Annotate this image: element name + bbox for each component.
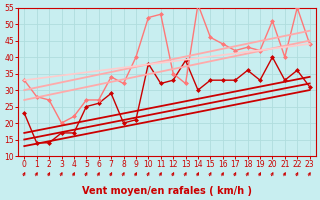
X-axis label: Vent moyen/en rafales ( km/h ): Vent moyen/en rafales ( km/h )	[82, 186, 252, 196]
